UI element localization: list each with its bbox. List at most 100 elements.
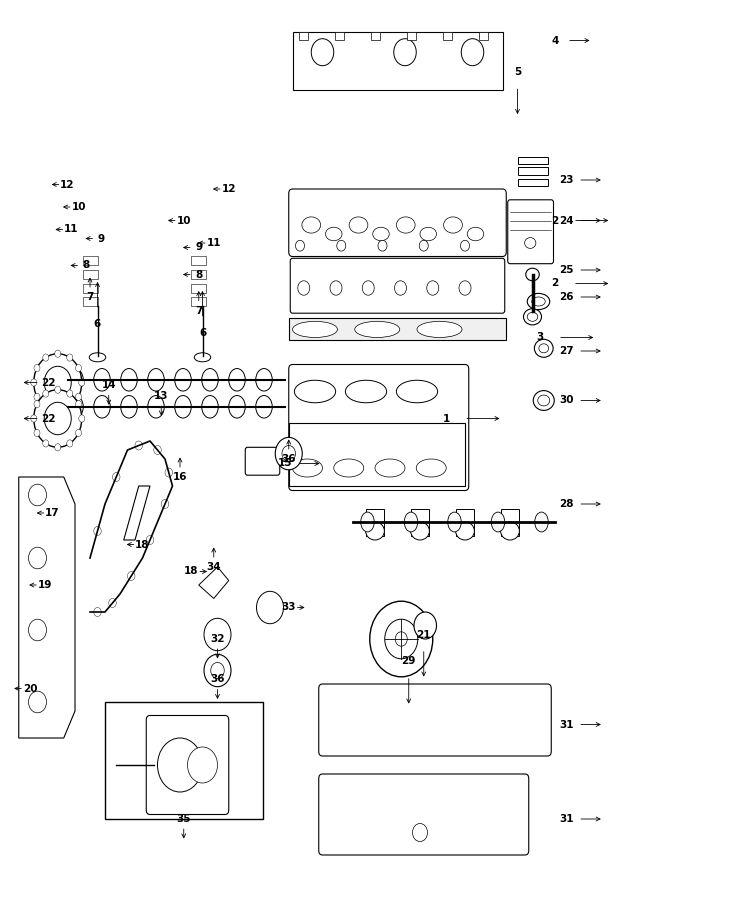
Circle shape [34,429,40,436]
Ellipse shape [334,459,364,477]
Text: 19: 19 [38,580,52,590]
Text: 7: 7 [195,305,202,316]
Ellipse shape [373,227,389,240]
Text: 17: 17 [45,508,60,518]
Ellipse shape [292,321,338,338]
Text: 32: 32 [210,634,225,644]
Ellipse shape [349,217,368,233]
Text: 9: 9 [195,242,202,253]
Ellipse shape [89,353,106,362]
Ellipse shape [527,312,538,321]
Ellipse shape [361,512,374,532]
Ellipse shape [375,459,405,477]
Text: 27: 27 [559,346,574,356]
Ellipse shape [292,459,322,477]
Ellipse shape [121,369,137,392]
Circle shape [419,240,428,251]
Text: 22: 22 [41,413,56,424]
Circle shape [55,444,61,451]
Ellipse shape [538,395,550,406]
Circle shape [298,281,310,295]
Text: 2: 2 [551,278,559,289]
Ellipse shape [526,268,539,281]
Ellipse shape [202,369,218,392]
Bar [366,508,384,536]
FancyBboxPatch shape [289,318,506,340]
Circle shape [79,415,85,422]
Polygon shape [124,486,150,540]
Ellipse shape [202,396,218,418]
Circle shape [28,619,46,641]
Circle shape [146,536,154,544]
Circle shape [275,437,302,470]
Ellipse shape [420,227,436,240]
Ellipse shape [500,522,519,540]
Ellipse shape [294,380,336,403]
Ellipse shape [121,396,137,418]
Circle shape [204,654,231,687]
Bar [371,32,380,40]
Circle shape [211,662,224,679]
FancyBboxPatch shape [508,200,554,264]
Circle shape [461,39,484,66]
Ellipse shape [229,369,245,392]
Circle shape [427,281,439,295]
Text: 33: 33 [281,602,296,613]
Circle shape [161,500,169,508]
Text: 3: 3 [536,332,544,343]
Circle shape [112,472,120,482]
Text: 13: 13 [154,391,169,401]
Polygon shape [199,567,229,598]
Bar [479,32,488,40]
Text: 31: 31 [559,814,574,824]
FancyBboxPatch shape [319,684,551,756]
Ellipse shape [417,321,462,338]
Circle shape [43,404,49,411]
Bar [335,32,344,40]
Bar [501,508,519,536]
Text: 26: 26 [559,292,574,302]
Ellipse shape [404,512,418,532]
Ellipse shape [67,369,83,392]
Ellipse shape [366,522,384,540]
Circle shape [44,402,71,435]
Polygon shape [292,32,502,90]
Bar [518,167,548,175]
Ellipse shape [67,396,83,418]
Text: 20: 20 [22,683,38,694]
Ellipse shape [533,391,554,410]
Circle shape [459,281,471,295]
Circle shape [76,364,82,372]
Bar [82,297,98,306]
Text: 22: 22 [41,377,56,388]
Text: 36: 36 [210,674,225,685]
Bar [191,297,206,306]
Circle shape [370,601,433,677]
Text: 21: 21 [416,629,431,640]
Circle shape [282,446,296,462]
Circle shape [378,240,387,251]
Text: 15: 15 [278,458,292,469]
Ellipse shape [416,459,446,477]
Text: 24: 24 [559,215,574,226]
Text: 30: 30 [559,395,574,406]
Circle shape [94,526,101,536]
Ellipse shape [345,380,387,403]
FancyBboxPatch shape [289,423,465,486]
Text: 31: 31 [559,719,574,730]
Circle shape [135,441,142,450]
Text: 6: 6 [94,319,101,329]
Ellipse shape [148,369,164,392]
Circle shape [55,350,61,357]
Text: 10: 10 [71,202,86,212]
Ellipse shape [491,512,505,532]
Circle shape [67,440,73,447]
Ellipse shape [448,512,461,532]
Text: 6: 6 [199,328,206,338]
Text: 12: 12 [60,179,75,190]
Ellipse shape [94,369,110,392]
Text: 1: 1 [442,413,450,424]
Circle shape [413,824,428,842]
Text: 14: 14 [101,380,116,391]
Ellipse shape [175,369,191,392]
